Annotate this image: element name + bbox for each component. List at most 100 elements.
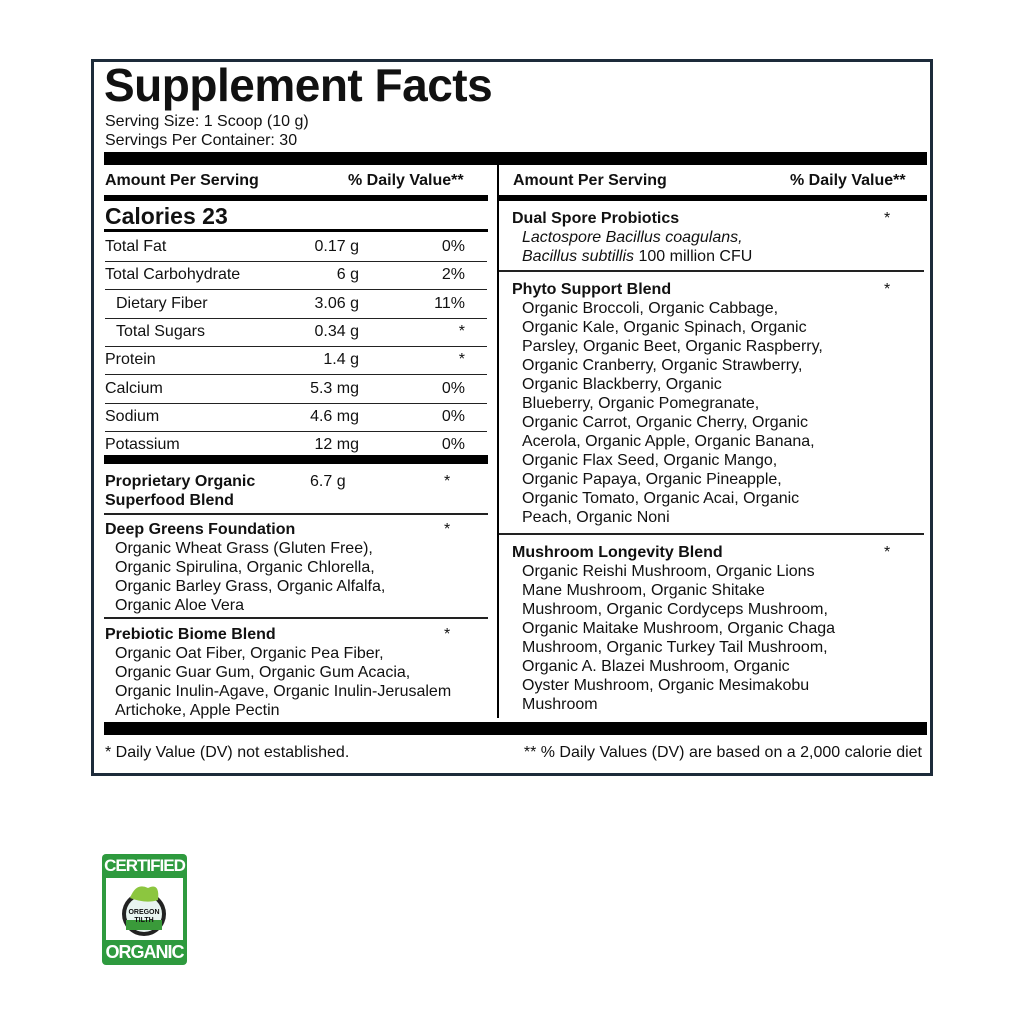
- column-divider: [497, 165, 499, 718]
- ingredient-line: Organic Cranberry, Organic Strawberry,: [522, 357, 803, 374]
- ingredient-line: Peach, Organic Noni: [522, 509, 670, 526]
- ingredient-line: Organic Blackberry, Organic: [522, 376, 722, 393]
- nutrient-amount: 6 g: [336, 266, 359, 284]
- logo-text: OREGON: [128, 909, 159, 916]
- ingredient-line: Organic A. Blazei Mushroom, Organic: [522, 658, 790, 675]
- ingredient-line: Mushroom, Organic Turkey Tail Mushroom,: [522, 639, 828, 656]
- ingredient-line: Organic Aloe Vera: [115, 597, 244, 614]
- mushroom-section: Mushroom Longevity Blend * Organic Reish…: [512, 543, 912, 714]
- ingredient-line: Mushroom: [522, 696, 598, 713]
- nutrient-dv: *: [458, 351, 465, 369]
- nutrient-row: Total Fat 0.17 g 0%: [105, 233, 487, 262]
- dv-header-right: % Daily Value**: [790, 172, 906, 189]
- nutrient-dv: 0%: [441, 238, 465, 255]
- nutrient-name: Total Sugars: [116, 322, 205, 340]
- section-dv: *: [884, 281, 891, 298]
- certified-organic-logo: CERTIFIED OREGON TILTH ORGANIC: [102, 854, 187, 965]
- nutrient-dv: 2%: [441, 266, 465, 284]
- probiotic-strain: Lactospore Bacillus coagulans,: [522, 229, 743, 246]
- amount-header: Amount Per Serving: [105, 172, 259, 189]
- logo-field: OREGON TILTH: [106, 878, 183, 940]
- ingredient-line: Organic Maitake Mushroom, Organic Chaga: [522, 620, 836, 637]
- ingredient-line: Mushroom, Organic Cordyceps Mushroom,: [522, 601, 828, 618]
- section-name: Prebiotic Biome Blend: [105, 626, 276, 643]
- nutrient-dv: 11%: [434, 294, 465, 312]
- proprietary-blend: Proprietary Organic Superfood Blend 6.7 …: [105, 472, 487, 510]
- nutrient-dv: 0%: [441, 436, 465, 454]
- nutrient-dv: 0%: [441, 379, 465, 397]
- nutrient-name: Calcium: [105, 379, 163, 397]
- ingredient-line: Organic Papaya, Organic Pineapple,: [522, 471, 782, 488]
- section-name: Dual Spore Probiotics: [512, 210, 680, 227]
- ingredient-line: Organic Barley Grass, Organic Alfalfa,: [115, 578, 386, 595]
- amount-header-right: Amount Per Serving: [513, 172, 667, 189]
- ingredient-line: Artichoke, Apple Pectin: [115, 702, 280, 719]
- ingredient-line: Organic Tomato, Organic Acai, Organic: [522, 490, 800, 507]
- divider: [499, 533, 924, 535]
- section-name: Mushroom Longevity Blend: [512, 544, 723, 561]
- divider-bar: [104, 152, 927, 165]
- ingredient-line: Organic Reishi Mushroom, Organic Lions: [522, 563, 815, 580]
- nutrient-amount: 5.3 mg: [310, 379, 359, 397]
- supplement-facts-panel: Supplement Facts Serving Size: 1 Scoop (…: [91, 59, 933, 776]
- probiotics-section: Dual Spore Probiotics * Lactospore Bacil…: [512, 209, 912, 266]
- ingredient-line: Organic Broccoli, Organic Cabbage,: [522, 300, 779, 317]
- section-dv: *: [444, 521, 451, 538]
- prebiotic-section: Prebiotic Biome Blend * Organic Oat Fibe…: [105, 625, 487, 720]
- nutrient-amount: 3.06 g: [314, 294, 359, 312]
- ingredient-line: Organic Flax Seed, Organic Mango,: [522, 452, 778, 469]
- panel-title: Supplement Facts: [104, 59, 493, 111]
- divider: [104, 617, 488, 619]
- divider: [499, 270, 924, 272]
- divider-bar: [499, 195, 927, 201]
- section-name: Deep Greens Foundation: [105, 521, 296, 538]
- blend-dv: *: [444, 473, 451, 490]
- nutrient-row: Potassium 12 mg 0%: [105, 431, 487, 459]
- nutrient-row: Total Sugars 0.34 g *: [105, 318, 487, 347]
- ingredient-line: Organic Spirulina, Organic Chlorella,: [115, 559, 375, 576]
- nutrient-name: Potassium: [105, 436, 180, 454]
- ingredient-line: Blueberry, Organic Pomegranate,: [522, 395, 760, 412]
- nutrient-dv: 0%: [441, 407, 465, 425]
- leaf-globe-icon: OREGON TILTH: [122, 886, 166, 936]
- ingredient-line: Oyster Mushroom, Organic Mesimakobu: [522, 677, 810, 694]
- blend-name: Proprietary Organic: [105, 473, 256, 490]
- nutrient-name: Total Fat: [105, 238, 167, 255]
- ingredient-line: Organic Wheat Grass (Gluten Free),: [115, 540, 373, 557]
- probiotic-strain: Bacillus subtillis: [522, 248, 635, 265]
- ingredient-line: Organic Inulin-Agave, Organic Inulin-Jer…: [115, 683, 452, 700]
- nutrient-amount: 0.17 g: [314, 238, 359, 255]
- servings-per-container: Servings Per Container: 30: [105, 132, 298, 149]
- phyto-section: Phyto Support Blend * Organic Broccoli, …: [512, 280, 912, 527]
- nutrient-name: Total Carbohydrate: [105, 266, 241, 284]
- ingredient-line: Acerola, Organic Apple, Organic Banana,: [522, 433, 815, 450]
- logo-text: ORGANIC: [105, 942, 185, 962]
- nutrient-row: Calcium 5.3 mg 0%: [105, 375, 487, 404]
- nutrient-row: Sodium 4.6 mg 0%: [105, 403, 487, 432]
- logo-text: TILTH: [134, 917, 153, 924]
- calories: Calories 23: [105, 203, 228, 229]
- divider-bar: [104, 229, 488, 232]
- divider-bar: [104, 455, 488, 464]
- nutrient-name: Sodium: [105, 407, 160, 425]
- nutrient-row: Dietary Fiber 3.06 g 11%: [105, 290, 487, 319]
- deep-greens-section: Deep Greens Foundation * Organic Wheat G…: [105, 520, 487, 615]
- blend-amount: 6.7 g: [310, 473, 346, 490]
- blend-name: Superfood Blend: [105, 492, 234, 509]
- ingredient-line: Mane Mushroom, Organic Shitake: [522, 582, 765, 599]
- nutrient-amount: 4.6 mg: [310, 407, 359, 425]
- ingredient-line: Organic Carrot, Organic Cherry, Organic: [522, 414, 809, 431]
- nutrient-name: Protein: [105, 351, 156, 369]
- nutrient-row: Protein 1.4 g *: [105, 346, 487, 376]
- ingredient-line: Organic Guar Gum, Organic Gum Acacia,: [115, 664, 411, 681]
- divider-bar: [104, 195, 488, 201]
- ingredient-line: Parsley, Organic Beet, Organic Raspberry…: [522, 338, 823, 355]
- section-dv: *: [444, 626, 451, 643]
- nutrient-amount: 0.34 g: [314, 322, 359, 340]
- serving-size: Serving Size: 1 Scoop (10 g): [105, 113, 309, 130]
- footnote-dv-not-established: * Daily Value (DV) not established.: [105, 744, 350, 761]
- divider-bar: [104, 722, 927, 735]
- section-name: Phyto Support Blend: [512, 281, 672, 298]
- probiotic-count: 100 million CFU: [634, 248, 753, 265]
- dv-header: % Daily Value**: [348, 172, 464, 189]
